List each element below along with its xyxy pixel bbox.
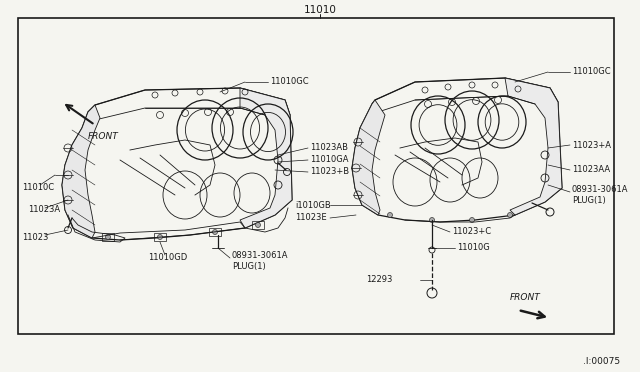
Circle shape [470, 218, 474, 222]
Bar [209, 228, 221, 236]
Text: PLUG(1): PLUG(1) [232, 262, 266, 270]
Text: PLUG(1): PLUG(1) [572, 196, 605, 205]
Text: 08931-3061A: 08931-3061A [232, 251, 289, 260]
Text: 11023AB: 11023AB [310, 144, 348, 153]
Text: 11023+C: 11023+C [452, 228, 491, 237]
Text: 11023A: 11023A [28, 205, 60, 215]
Text: 11010G: 11010G [457, 244, 490, 253]
Text: FRONT: FRONT [510, 294, 541, 302]
Text: 11010GC: 11010GC [270, 77, 308, 87]
Circle shape [106, 234, 111, 240]
Bar [18, 18, 614, 334]
Text: 12293: 12293 [365, 276, 392, 285]
Text: 11023: 11023 [22, 232, 49, 241]
Polygon shape [352, 100, 385, 215]
Text: 11023+A: 11023+A [572, 141, 611, 150]
Text: 11010GA: 11010GA [310, 155, 349, 164]
Text: 11010GD: 11010GD [148, 253, 188, 263]
Text: .I:00075: .I:00075 [583, 357, 620, 366]
Text: 11023AA: 11023AA [572, 166, 610, 174]
Circle shape [387, 212, 392, 218]
Polygon shape [505, 78, 562, 215]
Bar [102, 233, 114, 241]
Bar [252, 221, 264, 229]
Bar [154, 233, 166, 241]
Text: 11023+B: 11023+B [310, 167, 349, 176]
Text: 08931-3061A: 08931-3061A [572, 186, 628, 195]
Text: 11010C: 11010C [22, 183, 54, 192]
Text: FRONT: FRONT [88, 132, 119, 141]
Polygon shape [240, 88, 292, 228]
Text: 11010: 11010 [303, 5, 337, 15]
Polygon shape [62, 105, 100, 238]
Circle shape [508, 212, 513, 218]
Circle shape [157, 234, 163, 240]
Circle shape [429, 218, 435, 222]
Text: i1010GB: i1010GB [295, 201, 331, 209]
Text: 11023E: 11023E [295, 214, 326, 222]
Text: 11010GC: 11010GC [572, 67, 611, 77]
Circle shape [255, 222, 260, 228]
Circle shape [212, 230, 218, 234]
